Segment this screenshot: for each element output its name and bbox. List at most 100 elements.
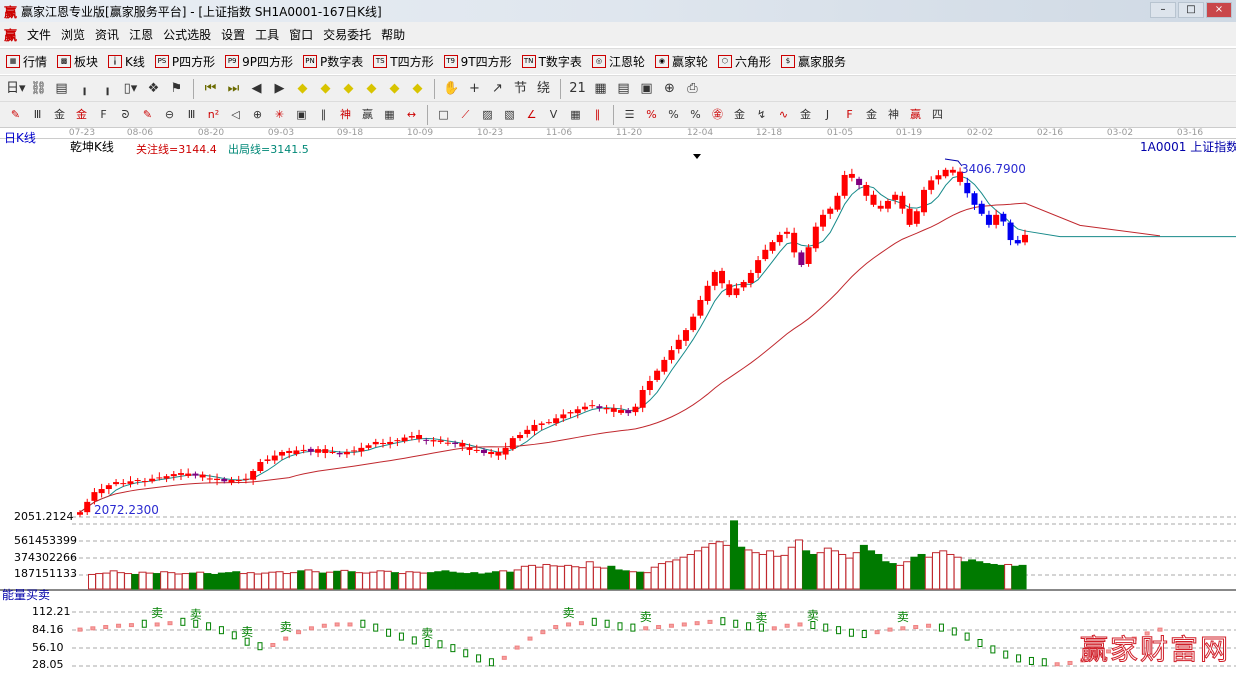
minimize-button[interactable]: –: [1150, 2, 1176, 18]
circle-icon[interactable]: ⊖: [164, 108, 175, 121]
last-icon[interactable]: ⏭: [227, 81, 240, 96]
menu-9[interactable]: 帮助: [381, 27, 406, 42]
left-icon[interactable]: ◀: [251, 81, 262, 96]
v-icon[interactable]: V: [549, 108, 558, 121]
shen-icon[interactable]: 神: [340, 108, 351, 121]
fan-box2-icon[interactable]: ▧: [504, 108, 515, 121]
menu-2[interactable]: 资讯: [95, 27, 120, 42]
four-angle-icon[interactable]: 四: [932, 108, 943, 121]
shift-right-icon[interactable]: ◆: [320, 81, 331, 96]
gann-lines-icon[interactable]: Ⅲ: [33, 108, 42, 121]
link-icon[interactable]: ⛓: [30, 81, 47, 96]
radial-icon[interactable]: ✳: [274, 108, 285, 121]
rect-icon[interactable]: □: [438, 108, 449, 121]
wave2-icon[interactable]: ∿: [778, 108, 789, 121]
wave-icon[interactable]: 绕: [536, 81, 550, 96]
toolbar-button-10[interactable]: ◉ 赢家轮: [654, 53, 708, 70]
menu-4[interactable]: 公式选股: [163, 27, 212, 42]
target-icon[interactable]: ⊕: [252, 108, 263, 121]
menu-0[interactable]: 文件: [27, 27, 52, 42]
parallel-icon[interactable]: ∥: [594, 108, 601, 121]
toolbar-button-12[interactable]: $ 赢家服务: [780, 53, 846, 70]
pen-icon[interactable]: ✎: [10, 108, 21, 121]
toolbar-button-6[interactable]: TS T四方形: [373, 53, 434, 70]
shift-left-icon[interactable]: ◆: [297, 81, 308, 96]
network-icon[interactable]: ⊕: [664, 81, 675, 96]
flag-icon[interactable]: ⚑: [170, 81, 183, 96]
ruler-icon[interactable]: ▦: [384, 108, 395, 121]
toolbar-button-8[interactable]: TN T数字表: [521, 53, 582, 70]
menu-8[interactable]: 交易委托: [323, 27, 372, 42]
first-icon[interactable]: ⏮: [204, 81, 217, 96]
grid-lines-icon[interactable]: Ⅲ: [187, 108, 196, 121]
box-icon[interactable]: ▣: [296, 108, 307, 121]
fan-icon[interactable]: ⟋: [461, 108, 470, 121]
fib-icon[interactable]: F: [100, 108, 107, 121]
f-angle-icon[interactable]: F: [846, 108, 853, 121]
crosshair-icon[interactable]: +: [469, 81, 480, 96]
chart9-icon[interactable]: ╻: [103, 81, 112, 96]
spiral-icon[interactable]: ᘐ: [121, 108, 130, 121]
right-icon[interactable]: ▶: [274, 81, 285, 96]
pattern-icon[interactable]: ❖: [147, 81, 160, 96]
doc-icon[interactable]: ▤: [617, 81, 630, 96]
menu-3[interactable]: 江恩: [129, 27, 154, 42]
percent-slash-icon[interactable]: %: [646, 108, 657, 121]
pen2-icon[interactable]: ✎: [142, 108, 153, 121]
square-icon[interactable]: n²: [207, 108, 220, 121]
calculator-icon[interactable]: ▦: [594, 81, 607, 96]
save-icon[interactable]: ▣: [640, 81, 653, 96]
angle-icon[interactable]: ∥: [320, 108, 327, 121]
energy-bar: [321, 623, 327, 628]
shrink-icon[interactable]: ◆: [366, 81, 377, 96]
toolbar-button-3[interactable]: PS P四方形: [154, 53, 215, 70]
grid-icon[interactable]: ▦: [570, 108, 581, 121]
table2-icon[interactable]: ☰: [624, 108, 635, 121]
toolbar-button-11[interactable]: ⬡ 六角形: [717, 53, 771, 70]
arrow-icon[interactable]: ↯: [756, 108, 767, 121]
menu-7[interactable]: 窗口: [289, 27, 314, 42]
triangle-icon[interactable]: ◁: [231, 108, 240, 121]
angle-fan-icon[interactable]: ∠: [526, 108, 537, 121]
zoom-out-icon[interactable]: ◆: [412, 81, 423, 96]
toolbar-button-0[interactable]: ▦ 行情: [6, 53, 47, 70]
draw-line-icon[interactable]: ↗: [492, 81, 503, 96]
maximize-button[interactable]: □: [1178, 2, 1204, 18]
win-icon[interactable]: 赢: [362, 108, 373, 121]
toolbar-button-4[interactable]: P9 9P四方形: [225, 53, 293, 70]
section-icon[interactable]: 节: [513, 81, 527, 96]
toolbar-button-9[interactable]: ◎ 江恩轮: [591, 53, 645, 70]
zoom-in-icon[interactable]: ◆: [389, 81, 400, 96]
candle-body: [1014, 240, 1021, 244]
hand-icon[interactable]: ✋: [443, 81, 460, 96]
toolbar-button-1[interactable]: ▩ 板块: [57, 53, 98, 70]
menu-6[interactable]: 工具: [255, 27, 280, 42]
candle-type-icon[interactable]: ▯▾: [123, 81, 138, 96]
percent-icon[interactable]: %: [668, 108, 679, 121]
gold3-icon[interactable]: 金: [800, 108, 811, 121]
menu-1[interactable]: 浏览: [61, 27, 86, 42]
gold-lines-icon[interactable]: 金: [734, 108, 745, 121]
toolbar-button-5[interactable]: PN P数字表: [303, 53, 363, 70]
note-icon[interactable]: ▤: [55, 81, 68, 96]
close-button[interactable]: ×: [1206, 2, 1232, 18]
gold-icon[interactable]: 金: [54, 108, 65, 121]
toolbar-button-2[interactable]: ╽ K线: [108, 53, 145, 70]
menu-5[interactable]: 设置: [221, 27, 246, 42]
toolbar-button-7[interactable]: T9 9T四方形: [443, 53, 512, 70]
expand-icon[interactable]: ◆: [343, 81, 354, 96]
j-angle-icon[interactable]: J: [825, 108, 830, 121]
fan-box-icon[interactable]: ▨: [482, 108, 493, 121]
gold-angle-icon[interactable]: 金: [866, 108, 877, 121]
span-icon[interactable]: ↔: [406, 108, 417, 121]
period-day-icon[interactable]: 日▾: [6, 81, 26, 96]
chart3-icon[interactable]: ╻: [80, 81, 89, 96]
win-angle-icon[interactable]: 赢: [910, 108, 921, 121]
percent-lines-icon[interactable]: %: [690, 108, 701, 121]
calendar-icon[interactable]: 21: [569, 81, 586, 96]
gold2-icon[interactable]: 金: [76, 108, 87, 121]
gold-circle-icon[interactable]: ㊎: [712, 108, 723, 121]
shen-angle-icon[interactable]: 神: [888, 108, 899, 121]
kline-chart[interactable]: 卖卖卖卖卖卖卖卖卖卖: [0, 139, 1236, 674]
print-icon[interactable]: ⎙: [687, 81, 698, 96]
